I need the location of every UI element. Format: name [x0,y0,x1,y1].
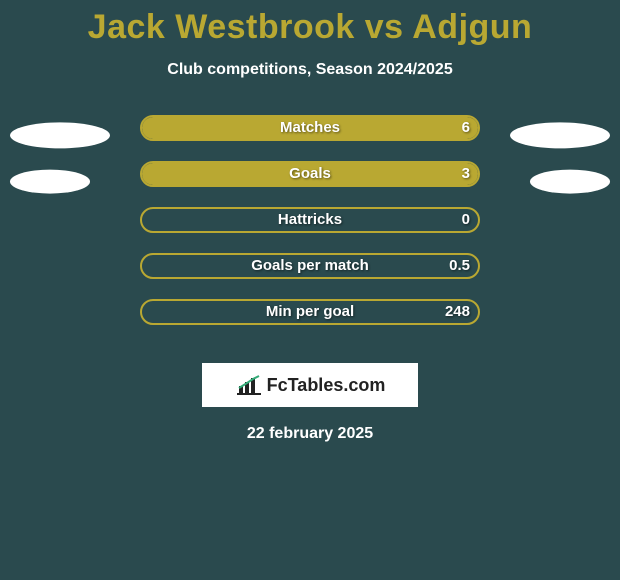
stat-row: Goals3 [0,161,620,207]
fctables-logo: FcTables.com [202,363,418,407]
bars-icon [235,374,263,396]
logo-text: FcTables.com [267,375,386,396]
player-left-marker [10,122,110,148]
stat-bar-track [140,161,480,187]
stat-bar-fill [142,163,478,185]
subtitle: Club competitions, Season 2024/2025 [0,61,620,79]
stat-row: Matches6 [0,115,620,161]
stat-bar-track [140,115,480,141]
comparison-chart: Matches6Goals3Hattricks0Goals per match0… [0,115,620,345]
stat-bar-track [140,253,480,279]
date-text: 22 february 2025 [0,425,620,443]
player-right-marker [510,122,610,148]
stat-row: Goals per match0.5 [0,253,620,299]
stat-row: Hattricks0 [0,207,620,253]
page-title: Jack Westbrook vs Adjgun [0,0,620,47]
player-right-marker [530,170,610,194]
stat-bar-track [140,207,480,233]
stat-bar-fill [142,117,478,139]
stat-bar-track [140,299,480,325]
player-left-marker [10,170,90,194]
stat-row: Min per goal248 [0,299,620,345]
